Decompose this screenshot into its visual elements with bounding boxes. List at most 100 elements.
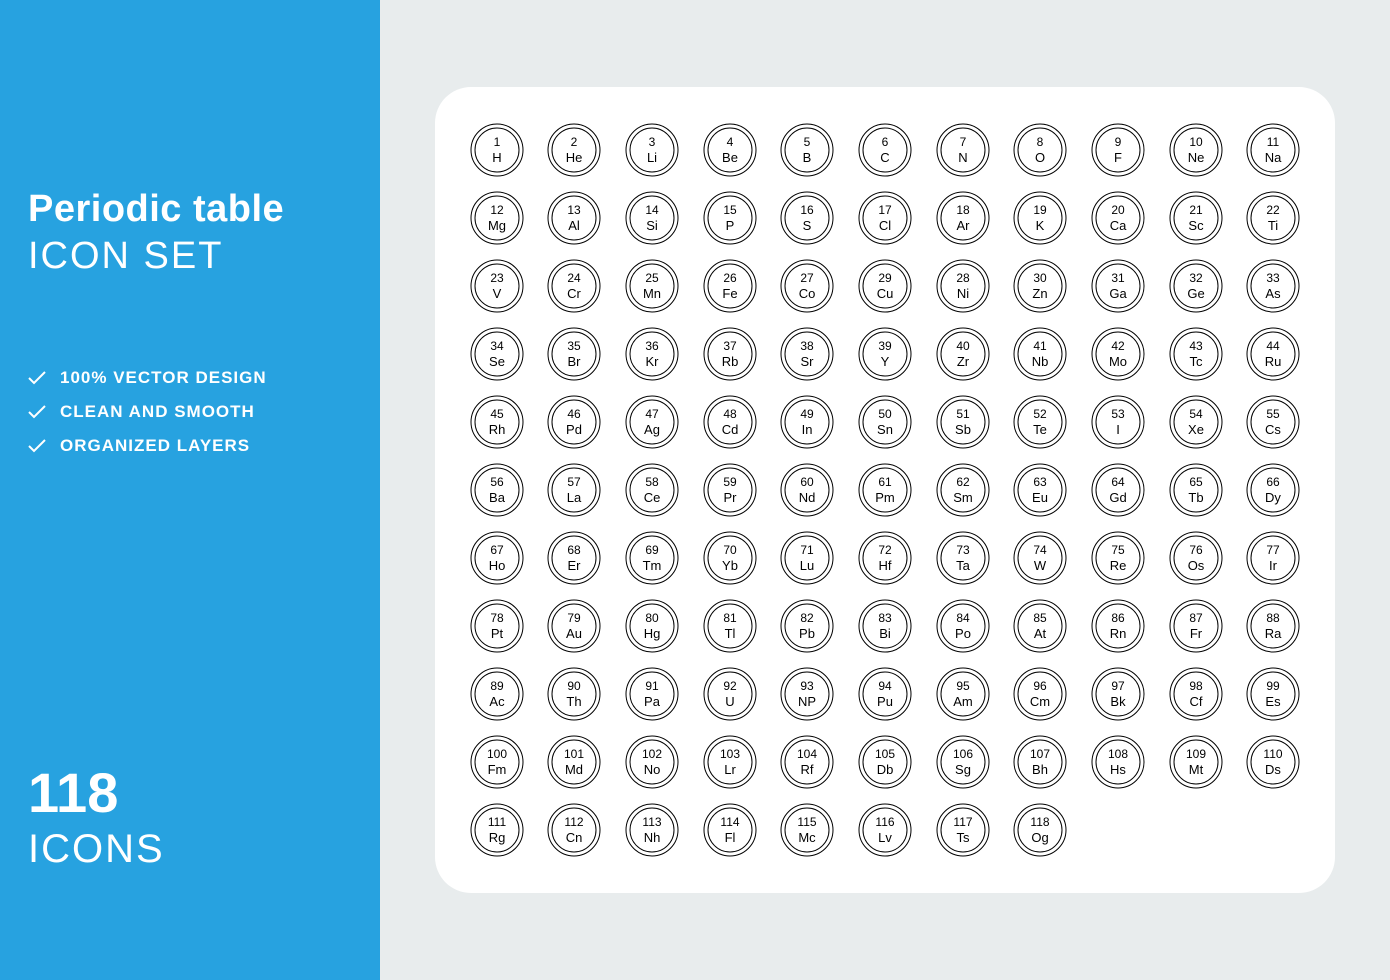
element-icon: 91Pa: [625, 667, 679, 721]
element-icon: 103Lr: [703, 735, 757, 789]
element-symbol: Br: [568, 354, 582, 369]
element-icon: 93NP: [780, 667, 834, 721]
element-icon: 67Ho: [470, 531, 524, 585]
element-icon: 116Lv: [858, 803, 912, 857]
element-number: 73: [956, 543, 970, 557]
element-symbol: Fl: [724, 830, 735, 845]
element-icon: 5B: [780, 123, 834, 177]
element-number: 106: [953, 747, 973, 761]
element-symbol: Er: [568, 558, 582, 573]
element-icon: 19K: [1013, 191, 1067, 245]
element-number: 109: [1186, 747, 1206, 761]
element-symbol: Rn: [1110, 626, 1127, 641]
element-icon: 68Er: [547, 531, 601, 585]
element-symbol: Be: [722, 150, 738, 165]
element-symbol: Fm: [487, 762, 506, 777]
element-symbol: Mg: [488, 218, 506, 233]
element-symbol: Mc: [799, 830, 817, 845]
element-icon: 94Pu: [858, 667, 912, 721]
element-number: 98: [1189, 679, 1203, 693]
element-icon: 63Eu: [1013, 463, 1067, 517]
element-symbol: Mt: [1188, 762, 1203, 777]
element-icon: 9F: [1091, 123, 1145, 177]
element-symbol: Ta: [956, 558, 971, 573]
element-symbol: In: [802, 422, 813, 437]
element-icon: 60Nd: [780, 463, 834, 517]
element-icon: 45Rh: [470, 395, 524, 449]
element-number: 89: [490, 679, 504, 693]
element-symbol: Os: [1187, 558, 1204, 573]
element-icon: 21Sc: [1169, 191, 1223, 245]
element-symbol: Nb: [1032, 354, 1049, 369]
element-symbol: Cn: [566, 830, 583, 845]
element-icon: 71Lu: [780, 531, 834, 585]
element-symbol: Al: [569, 218, 581, 233]
element-symbol: Pd: [566, 422, 582, 437]
element-symbol: Tc: [1189, 354, 1203, 369]
element-icon: 4Be: [703, 123, 757, 177]
element-symbol: Ho: [489, 558, 506, 573]
element-icon: 40Zr: [936, 327, 990, 381]
element-icon: 82Pb: [780, 599, 834, 653]
element-number: 103: [720, 747, 740, 761]
element-number: 71: [801, 543, 815, 557]
element-symbol: Yb: [722, 558, 738, 573]
element-icon: 102No: [625, 735, 679, 789]
element-symbol: Cf: [1189, 694, 1202, 709]
element-symbol: Pt: [491, 626, 504, 641]
element-number: 93: [801, 679, 815, 693]
element-number: 37: [723, 339, 737, 353]
element-number: 41: [1034, 339, 1048, 353]
element-number: 44: [1266, 339, 1280, 353]
element-icon: 3Li: [625, 123, 679, 177]
element-symbol: Bi: [879, 626, 891, 641]
element-icon: 35Br: [547, 327, 601, 381]
element-symbol: Te: [1033, 422, 1047, 437]
element-icon: 52Te: [1013, 395, 1067, 449]
element-icon: 90Th: [547, 667, 601, 721]
element-number: 22: [1266, 203, 1280, 217]
element-symbol: Ra: [1265, 626, 1282, 641]
element-icon: 59Pr: [703, 463, 757, 517]
title-line-1: Periodic table: [28, 188, 352, 231]
element-symbol: U: [725, 694, 734, 709]
element-icon: 70Yb: [703, 531, 757, 585]
element-symbol: Ce: [644, 490, 661, 505]
element-icon: 20Ca: [1091, 191, 1145, 245]
feature-text: CLEAN AND SMOOTH: [60, 402, 255, 422]
element-icon: 83Bi: [858, 599, 912, 653]
element-symbol: No: [644, 762, 661, 777]
element-symbol: H: [492, 150, 501, 165]
element-number: 83: [878, 611, 892, 625]
element-icon: 6C: [858, 123, 912, 177]
element-number: 34: [490, 339, 504, 353]
element-number: 95: [956, 679, 970, 693]
check-icon: [28, 405, 46, 419]
element-symbol: Mo: [1109, 354, 1127, 369]
element-number: 72: [878, 543, 892, 557]
element-number: 102: [642, 747, 662, 761]
element-number: 94: [878, 679, 892, 693]
element-icon: 43Tc: [1169, 327, 1223, 381]
element-symbol: He: [566, 150, 583, 165]
element-icon: 111Rg: [470, 803, 524, 857]
element-symbol: Ts: [956, 830, 970, 845]
element-icon: 54Xe: [1169, 395, 1223, 449]
sidebar: Periodic table ICON SET 100% VECTOR DESI…: [0, 0, 380, 980]
element-number: 68: [568, 543, 582, 557]
element-symbol: Og: [1032, 830, 1049, 845]
element-symbol: Ag: [644, 422, 660, 437]
feature-item: CLEAN AND SMOOTH: [28, 402, 352, 422]
element-number: 112: [565, 815, 584, 829]
element-symbol: Kr: [646, 354, 660, 369]
element-symbol: Pa: [644, 694, 661, 709]
element-icon: 49In: [780, 395, 834, 449]
element-symbol: Rg: [489, 830, 506, 845]
element-number: 111: [488, 815, 507, 829]
element-number: 17: [878, 203, 892, 217]
element-number: 7: [959, 135, 966, 149]
element-symbol: Po: [955, 626, 971, 641]
element-icon: 98Cf: [1169, 667, 1223, 721]
element-symbol: Pb: [799, 626, 815, 641]
element-number: 110: [1264, 747, 1283, 761]
